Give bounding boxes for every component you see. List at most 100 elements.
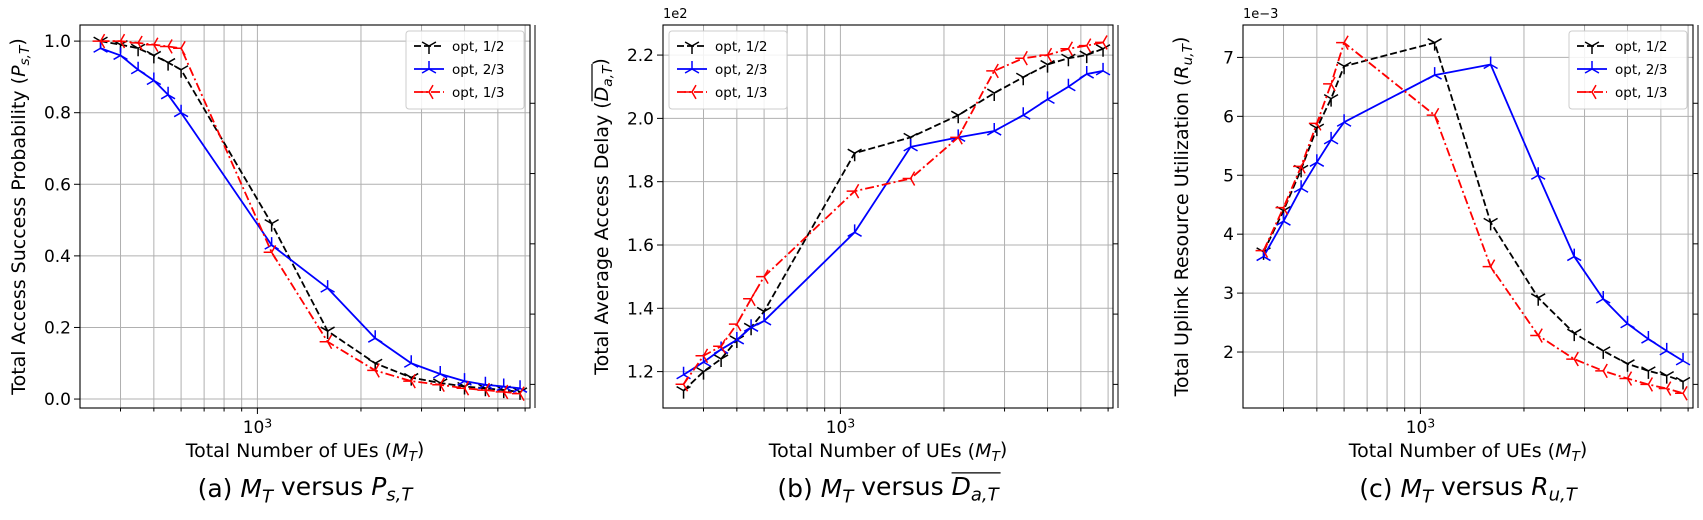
data-point [1482,259,1496,274]
data-point [1675,376,1691,390]
y-tick-label: 0.4 [44,247,71,267]
data-point [264,219,279,232]
data-point [477,382,491,398]
data-point [512,386,525,401]
y-tick-label: 2.2 [627,46,654,66]
legend-entry: opt, 1/2 [715,39,767,55]
y-tick-label: 0.2 [44,318,71,338]
data-point [1427,38,1442,51]
data-point [1675,385,1688,401]
legend-marker [1584,41,1600,54]
data-point [432,377,445,393]
data-point [1426,107,1440,123]
legend-box [668,30,788,110]
data-point [130,61,146,75]
data-point [456,381,470,396]
data-point [1095,62,1111,76]
data-point [367,330,383,343]
data-point [113,47,128,61]
data-point [1620,315,1635,329]
data-point [130,43,146,57]
y-axis-label: Total Average Access Delay (Da,T​) [589,58,616,376]
data-point [1620,359,1635,372]
data-point [403,355,419,368]
y-tick-label: 2 [1223,343,1234,363]
axis-offset-label: 1e2 [663,7,688,22]
data-point [145,37,159,52]
legend-box [405,30,525,110]
data-point [713,338,726,354]
chart-panel-1: 103​ 1.2 1.4 1.6 1.8 2.0 2.2 1e2 Total Number of… [589,7,1119,507]
legend-entry: opt, 2/3 [715,62,767,78]
data-point [695,348,709,364]
y-tick-label: 1.8 [627,173,654,193]
data-point [1061,53,1076,67]
data-point [1641,366,1656,379]
data-point [263,244,277,260]
data-point [696,366,711,380]
y-axis-label: Total Uplink Resource Utilization (Ru,T​… [1169,37,1196,398]
data-point [1255,243,1269,258]
data-point [1640,377,1654,392]
y-tick-label: 0.8 [44,104,71,124]
y-tick-label: 2.0 [627,109,654,129]
data-point [756,269,769,284]
legend-box [1568,30,1688,110]
data-point [112,33,126,49]
y-tick-label: 1.4 [627,299,654,319]
y-tick-label: 7 [1223,48,1234,68]
data-point [160,57,176,71]
data-point [847,224,862,237]
data-point [756,312,772,326]
data-point [950,110,966,124]
data-point [1595,346,1611,359]
data-point [1039,47,1053,63]
legend: opt, 1/2 opt, 2/3 opt, 1/3 [668,30,788,110]
legend-entry: opt, 1/3 [452,85,504,101]
legend-entry: opt, 1/2 [452,39,504,55]
data-point [903,138,918,152]
data-point [713,354,729,367]
data-point [1658,381,1672,396]
data-point [1323,131,1339,145]
legend-marker [1584,61,1600,74]
data-point [403,373,416,389]
data-point [676,385,691,399]
data-point [902,171,916,186]
y-tick-label: 0.0 [44,390,71,410]
series-opt-1-3 [1255,35,1688,401]
y-tick-label: 6 [1223,107,1234,127]
panel-caption: (c) MT​ versus Ru,T​ [1359,472,1579,508]
data-point [1336,114,1352,127]
legend-entry: opt, 1/3 [1615,85,1667,101]
data-point [478,376,493,390]
legend-marker [421,84,434,100]
data-point [1323,76,1336,92]
data-point [1293,180,1309,193]
data-point [1641,331,1656,344]
legend-marker [684,41,700,54]
data-point [1566,328,1582,342]
data-point [1323,94,1339,107]
data-point [367,363,380,378]
data-point [728,316,742,332]
data-point [1060,41,1074,57]
data-point [1015,72,1031,86]
data-point [1015,50,1028,66]
legend-marker [421,61,437,74]
y-tick-label: 1.6 [627,236,654,256]
x-axis-label: Total Number of UEs (MT​) [185,438,425,465]
data-point [1566,351,1579,367]
data-point [1078,38,1092,53]
panel-caption: (a) MT​ versus Ps,T​ [198,472,415,508]
legend-marker [684,84,697,100]
data-point [1530,167,1546,180]
chart-panel-0: 103​ 0.0 0.2 0.4 0.6 0.8 1.0 Total Number of UE… [6,24,536,508]
data-point [846,183,860,199]
data-point [1015,107,1031,120]
data-point [1308,116,1322,131]
y-tick-label: 1.0 [44,32,71,52]
data-point [1336,35,1349,50]
y-tick-label: 4 [1223,225,1234,245]
data-point [950,129,966,143]
